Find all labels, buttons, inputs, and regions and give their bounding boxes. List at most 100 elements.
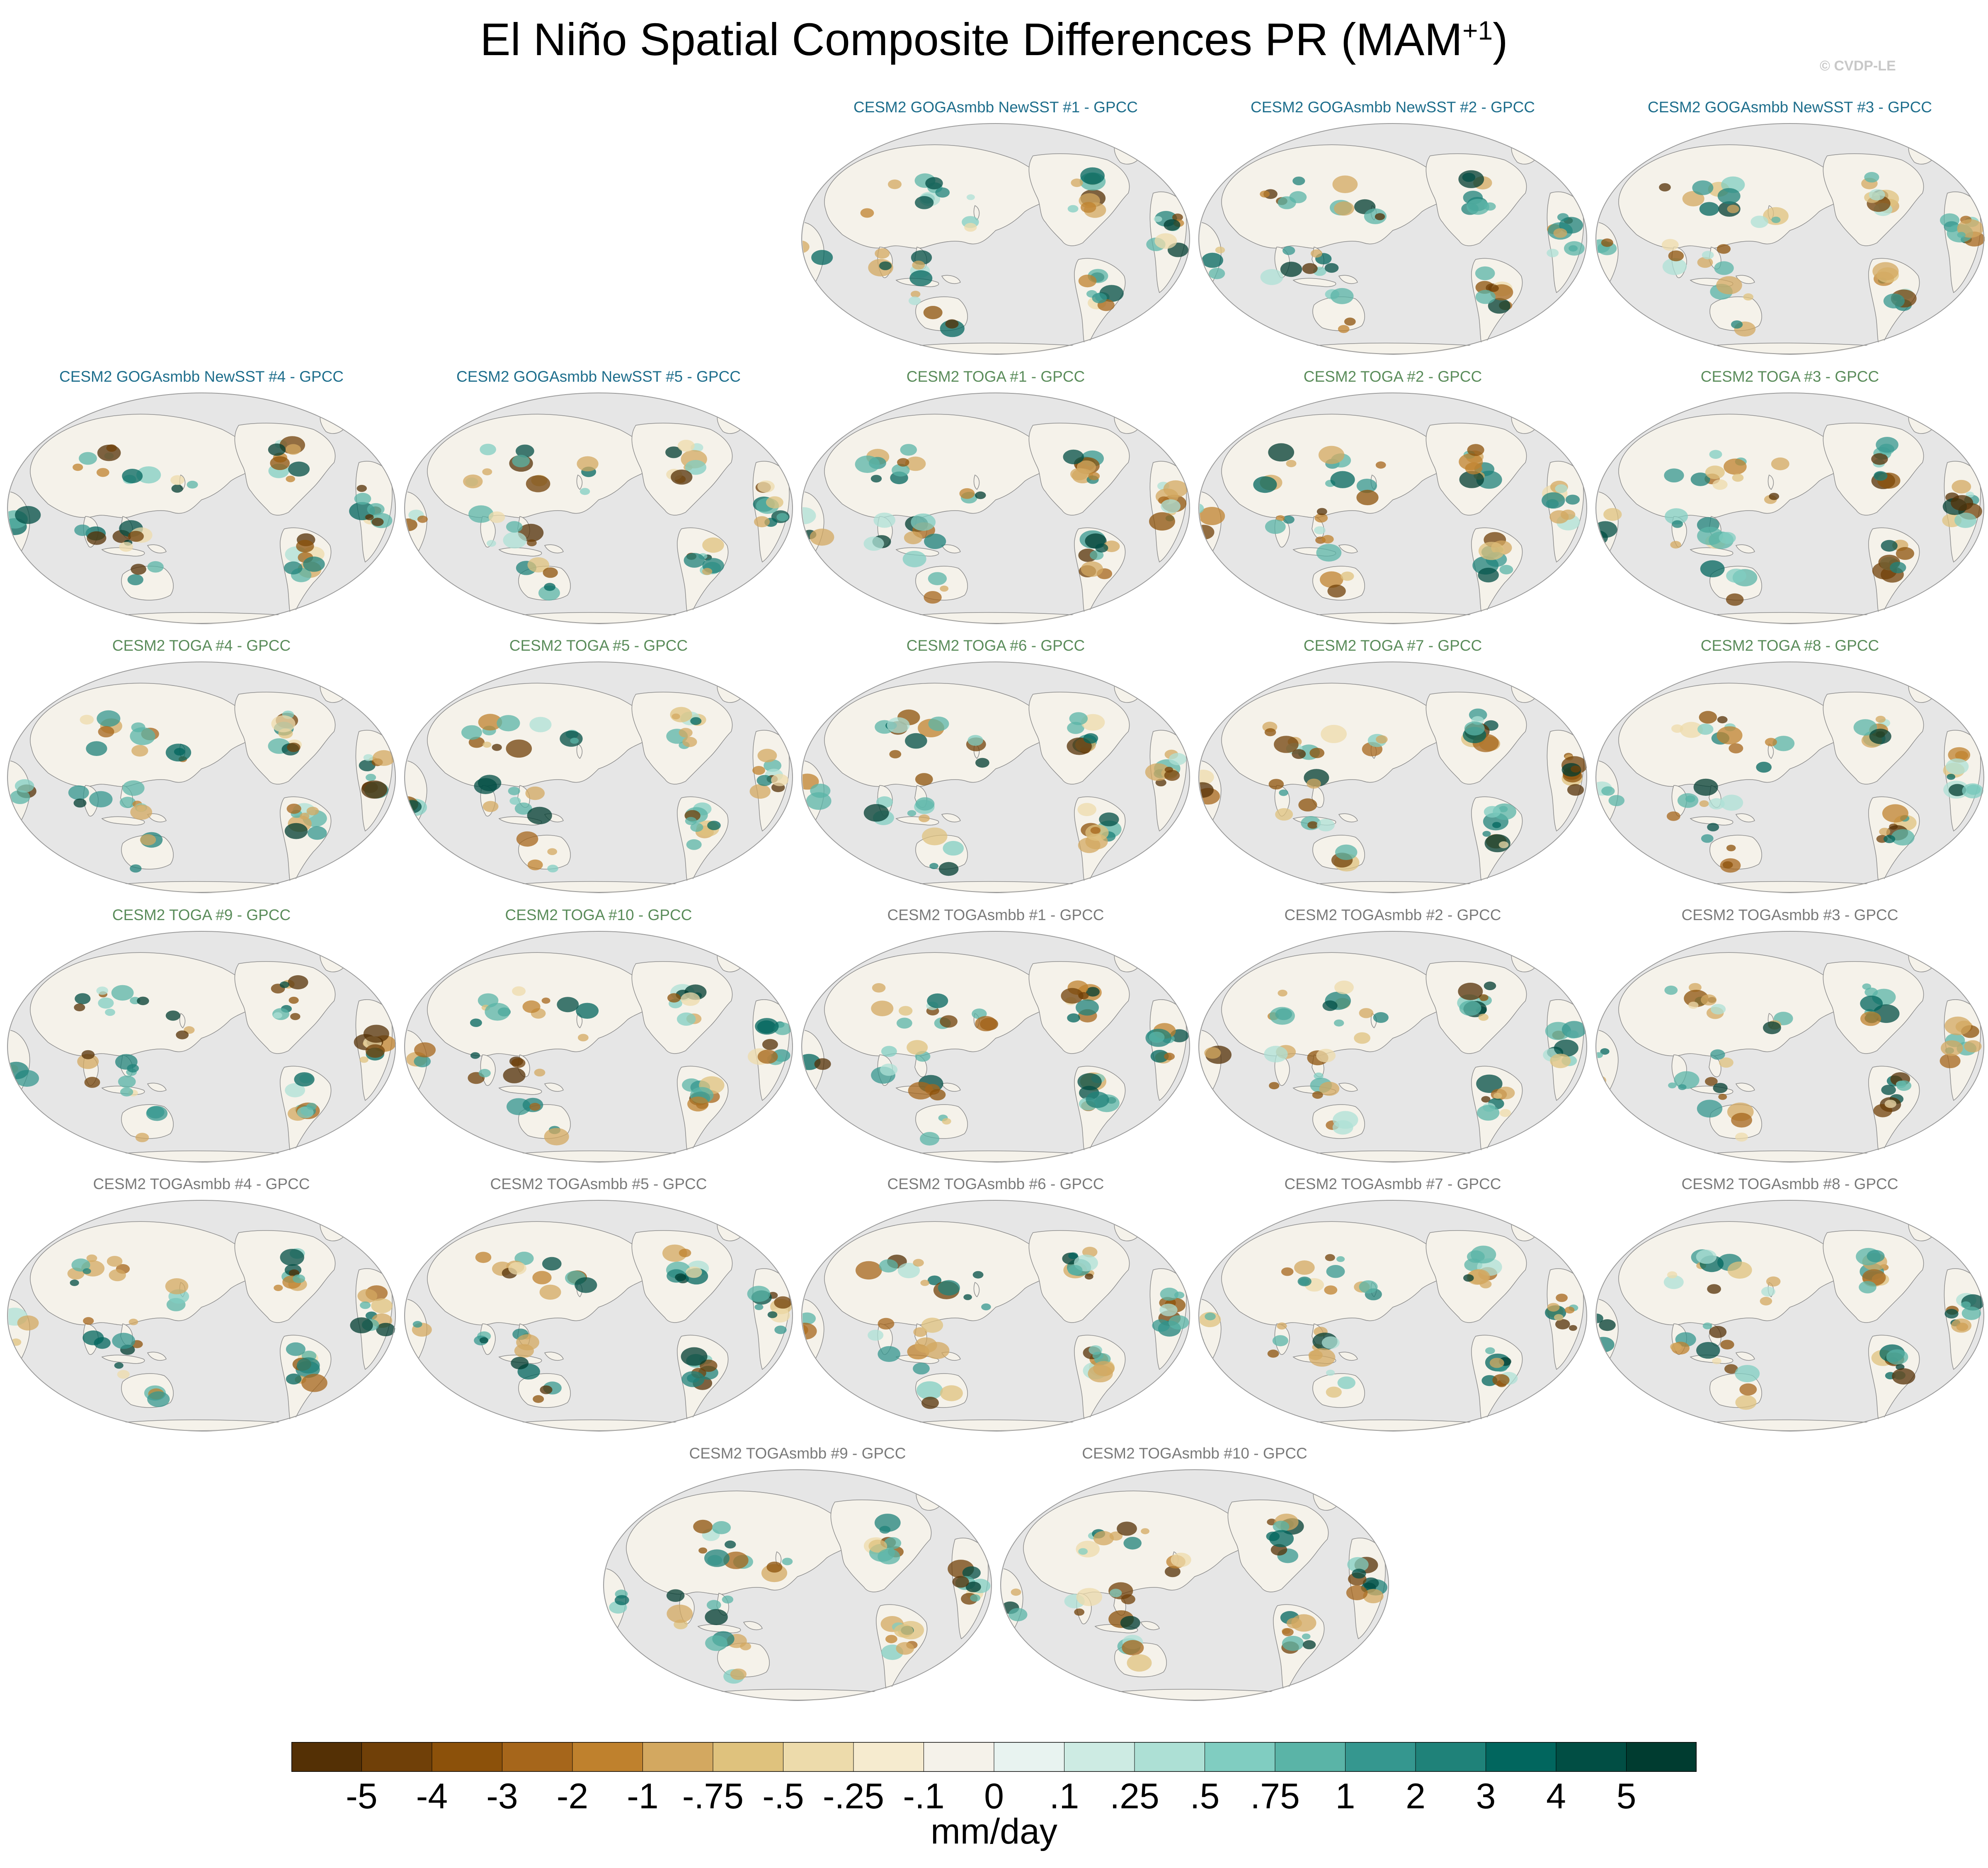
page-title: El Niño Spatial Composite Differences PR… xyxy=(0,12,1988,67)
map-panel: CESM2 GOGAsmbb NewSST #1 - GPCC xyxy=(800,99,1191,356)
map-outline xyxy=(1595,931,1984,1162)
map-panel: CESM2 TOGAsmbb #7 - GPCC xyxy=(1197,1175,1588,1432)
precip-anomaly-field xyxy=(1597,711,1983,873)
colorbar-tick-label: -5 xyxy=(346,1776,378,1816)
land-antarctica xyxy=(1256,612,1538,624)
map-panel: CESM2 GOGAsmbb NewSST #2 - GPCC xyxy=(1197,99,1588,356)
world-map xyxy=(1198,661,1588,893)
panel-title: CESM2 TOGAsmbb #3 - GPCC xyxy=(1681,906,1898,923)
land-antarctica xyxy=(64,612,347,624)
colorbar-swatch xyxy=(1556,1742,1627,1772)
land-antarctica xyxy=(1256,342,1538,355)
land-antarctica xyxy=(1653,612,1935,624)
land-antarctica xyxy=(64,881,347,893)
land-antarctica xyxy=(1653,1419,1935,1432)
land-antarctica xyxy=(858,881,1141,893)
map-outline xyxy=(7,931,396,1162)
land-antarctica xyxy=(1256,881,1538,893)
precip-anomaly-field xyxy=(1597,437,1982,606)
panel-title: CESM2 GOGAsmbb NewSST #3 - GPCC xyxy=(1647,99,1932,116)
land-north-america xyxy=(631,423,733,516)
colorbar-swatch xyxy=(291,1742,362,1772)
land-antarctica xyxy=(660,1689,943,1701)
panel-title: CESM2 TOGAsmbb #6 - GPCC xyxy=(887,1175,1104,1192)
world-map xyxy=(1595,392,1984,624)
panel-title: CESM2 TOGAsmbb #8 - GPCC xyxy=(1681,1175,1898,1192)
precip-anomaly-field xyxy=(1200,980,1587,1135)
colorbar-swatch xyxy=(994,1742,1065,1772)
precip-anomaly-field xyxy=(10,710,395,873)
world-map xyxy=(801,931,1190,1163)
map-outline xyxy=(603,1469,992,1701)
colorbar-tick-label: -1 xyxy=(627,1776,659,1816)
colorbar-swatch xyxy=(783,1742,854,1772)
colorbar-swatch xyxy=(924,1742,994,1772)
colorbar-tick-label: -2 xyxy=(556,1776,589,1816)
precip-anomaly-field xyxy=(8,975,396,1142)
title-text: El Niño Spatial Composite Differences PR… xyxy=(480,14,1463,65)
colorbar-swatch xyxy=(361,1742,432,1772)
colorbar-swatch xyxy=(853,1742,924,1772)
colorbar-frame xyxy=(291,1742,1697,1772)
map-panel: CESM2 GOGAsmbb NewSST #3 - GPCC xyxy=(1594,99,1986,356)
panel-title: CESM2 GOGAsmbb NewSST #2 - GPCC xyxy=(1250,99,1535,116)
map-panel: CESM2 TOGAsmbb #6 - GPCC xyxy=(800,1175,1191,1432)
map-panel: CESM2 TOGA #10 - GPCC xyxy=(403,906,794,1163)
world-map xyxy=(1595,661,1984,893)
land-north-america xyxy=(1823,423,1924,516)
panel-title: CESM2 TOGA #5 - GPCC xyxy=(509,637,688,654)
land-antarctica xyxy=(1653,342,1935,355)
land-indonesia xyxy=(101,813,167,826)
map-outline xyxy=(1198,392,1587,624)
precip-anomaly-field xyxy=(802,709,1187,876)
world-map xyxy=(1198,123,1587,355)
map-panel: CESM2 GOGAsmbb NewSST #5 - GPCC xyxy=(403,368,794,625)
map-panel: CESM2 TOGA #4 - GPCC xyxy=(6,637,397,894)
world-map xyxy=(801,123,1190,355)
colorbar xyxy=(291,1742,1697,1772)
colorbar-units: mm/day xyxy=(931,1812,1057,1851)
land-japan xyxy=(179,1013,186,1029)
map-panel: CESM2 TOGAsmbb #8 - GPCC xyxy=(1594,1175,1986,1432)
world-map xyxy=(1595,931,1984,1163)
credit-label: © CVDP-LE xyxy=(1820,58,1896,74)
map-panel: CESM2 TOGAsmbb #2 - GPCC xyxy=(1197,906,1588,1163)
map-outline xyxy=(7,661,396,893)
panel-title: CESM2 TOGA #10 - GPCC xyxy=(505,906,692,923)
colorbar-swatch xyxy=(1626,1742,1697,1772)
map-panel: CESM2 TOGAsmbb #1 - GPCC xyxy=(800,906,1191,1163)
panel-title: CESM2 TOGAsmbb #5 - GPCC xyxy=(490,1175,707,1192)
land-japan xyxy=(973,474,980,490)
map-panel: CESM2 TOGA #6 - GPCC xyxy=(800,637,1191,894)
map-panel: CESM2 TOGA #3 - GPCC xyxy=(1594,368,1986,625)
precip-anomaly-field xyxy=(802,1247,1189,1409)
world-map xyxy=(404,1200,793,1432)
land-japan xyxy=(1767,474,1774,490)
colorbar-tick-label: 3 xyxy=(1476,1776,1496,1816)
colorbar-swatch xyxy=(713,1742,784,1772)
colorbar-swatch xyxy=(1345,1742,1416,1772)
world-map xyxy=(603,1469,992,1701)
map-panel: CESM2 GOGAsmbb NewSST #4 - GPCC xyxy=(6,368,397,625)
colorbar-tick-label: 4 xyxy=(1546,1776,1566,1816)
panel-title: CESM2 TOGAsmbb #2 - GPCC xyxy=(1284,906,1501,923)
precip-anomaly-field xyxy=(405,440,790,601)
map-panel: CESM2 TOGA #5 - GPCC xyxy=(403,637,794,894)
world-map xyxy=(1198,931,1587,1163)
land-antarctica xyxy=(64,1150,347,1163)
precip-anomaly-field xyxy=(1200,443,1580,598)
panel-title: CESM2 TOGAsmbb #10 - GPCC xyxy=(1082,1445,1307,1462)
precip-anomaly-field xyxy=(1200,1245,1578,1398)
map-outline xyxy=(801,392,1190,624)
map-panel: CESM2 TOGAsmbb #9 - GPCC xyxy=(602,1445,993,1702)
land-antarctica xyxy=(461,1150,744,1163)
colorbar-tick-label: -3 xyxy=(486,1776,518,1816)
colorbar-tick-label: 0 xyxy=(984,1776,1004,1816)
map-outline xyxy=(1198,123,1587,354)
colorbar-swatch xyxy=(1064,1742,1135,1772)
precip-anomaly-field xyxy=(1597,1248,1985,1410)
land-indonesia xyxy=(498,1083,564,1095)
precip-anomaly-field xyxy=(1597,983,1982,1142)
land-antarctica xyxy=(1256,1150,1538,1163)
land-antarctica xyxy=(1057,1689,1340,1701)
